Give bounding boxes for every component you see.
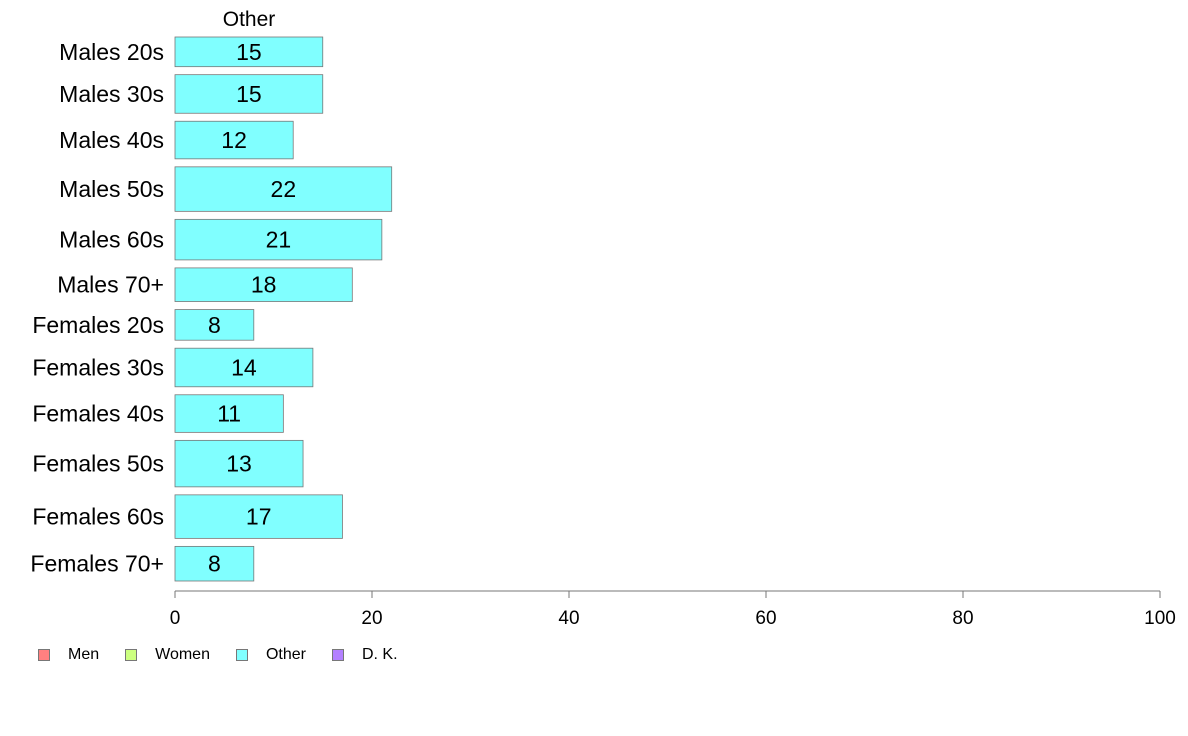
category-label: Females 70+: [30, 551, 164, 577]
legend-label: D. K.: [361, 646, 398, 663]
legend-item: Men: [38, 646, 99, 664]
bars-group: [174, 36, 393, 582]
legend-item: D. K.: [331, 646, 398, 664]
bar-value-label: 8: [208, 312, 221, 338]
x-tick-label: 0: [170, 608, 181, 629]
category-label: Females 60s: [32, 504, 164, 530]
x-tick-label: 60: [755, 608, 776, 629]
legend-swatch: [235, 649, 248, 661]
legend-swatch: [38, 649, 50, 661]
category-label: Males 30s: [59, 81, 164, 107]
bar: [174, 545, 255, 582]
category-label: Females 50s: [32, 451, 164, 477]
category-label: Males 20s: [59, 39, 164, 65]
bar-value-label: 14: [231, 354, 257, 380]
bar: [174, 309, 255, 341]
legend: Men Women Other D. K.: [38, 646, 424, 664]
bar-value-label: 15: [236, 39, 262, 65]
legend-swatch: [331, 649, 344, 661]
x-tick-label: 80: [952, 608, 973, 629]
legend-swatch: [125, 649, 138, 661]
bar-value-label: 12: [221, 127, 247, 153]
value-labels-group: 15 15 12 22 21 18 8 14 11 13 17 8: [208, 39, 296, 577]
bar: [174, 394, 284, 433]
bar-value-label: 18: [251, 272, 277, 298]
category-label: Males 50s: [59, 176, 164, 202]
legend-item: Women: [125, 646, 210, 664]
bar: [174, 36, 324, 68]
category-label: Females 30s: [32, 354, 164, 380]
bar-value-label: 11: [217, 401, 241, 427]
category-label: Females 40s: [32, 401, 164, 427]
x-tick-label: 100: [1144, 608, 1176, 629]
bar-value-label: 22: [271, 176, 297, 202]
bar-value-label: 13: [226, 451, 252, 477]
legend-label: Men: [68, 646, 100, 663]
bar: [174, 494, 343, 539]
bar: [174, 74, 324, 114]
category-label: Males 60s: [59, 227, 164, 253]
x-tick-label: 20: [361, 608, 382, 629]
bar: [174, 439, 304, 488]
category-labels-group: Males 20s Males 30s Males 40s Males 50s Male…: [30, 39, 164, 577]
bar-value-label: 17: [246, 504, 272, 530]
chart-title: Other: [223, 8, 276, 31]
bar: [174, 347, 314, 388]
bar-value-label: 8: [208, 551, 221, 577]
bar-value-label: 15: [236, 81, 262, 107]
legend-label: Women: [155, 646, 210, 663]
category-label: Males 70+: [57, 272, 164, 298]
bar: [174, 218, 383, 261]
bar: [174, 120, 294, 160]
category-label: Males 40s: [59, 127, 164, 153]
bar: [174, 166, 393, 212]
category-label: Females 20s: [32, 312, 164, 338]
legend-item: Other: [235, 646, 306, 664]
x-tick-label: 40: [558, 608, 579, 629]
bar-value-label: 21: [266, 227, 292, 253]
legend-label: Other: [265, 646, 306, 663]
bar: [174, 267, 353, 302]
x-axis: 0 20 40 60 80 100: [170, 590, 1176, 629]
